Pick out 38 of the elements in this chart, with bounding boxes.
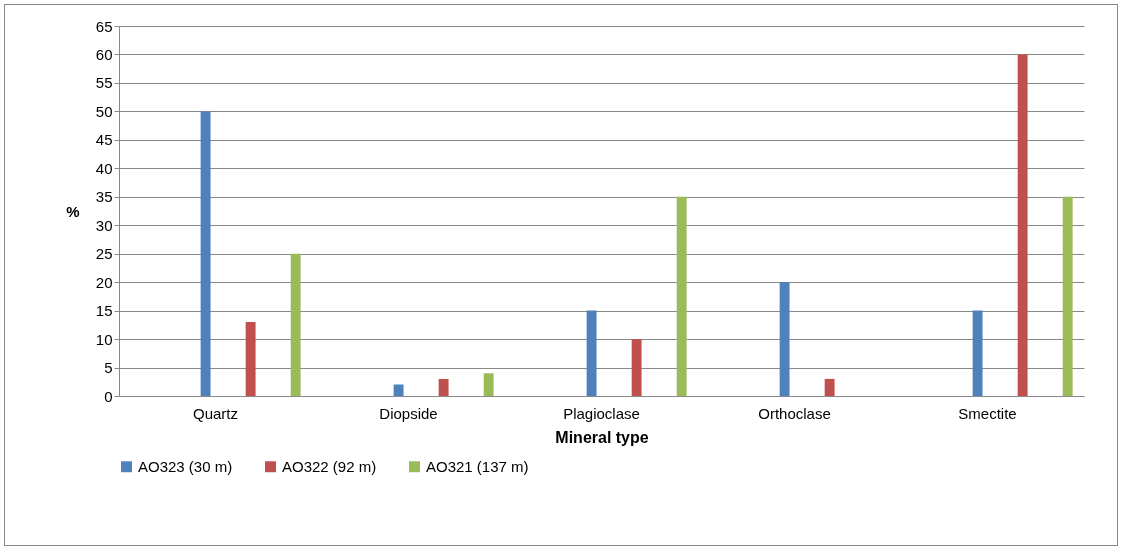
y-tick-label: 25 [95,245,113,263]
y-tick-label: 30 [95,216,113,234]
x-tick-label: Diopside [379,404,438,422]
y-tick-label: 45 [95,131,113,149]
bar [824,378,835,396]
bar [483,373,494,396]
bar [631,339,642,396]
y-tick-label: 40 [95,159,113,177]
legend-label: AO323 (30 m) [138,457,233,475]
y-tick-label: 60 [95,45,113,63]
bar [245,322,256,396]
bar [290,253,301,396]
y-tick-label: 10 [95,330,113,348]
bar [1062,196,1073,396]
bar [676,196,687,396]
y-tick-label: 20 [95,273,113,291]
x-tick-label: Quartz [192,404,239,422]
y-axis-title: % [66,202,80,220]
x-axis-title: Mineral type [555,428,649,446]
bar [1017,54,1028,396]
y-tick-label: 35 [95,188,113,206]
y-tick-label: 50 [95,102,113,120]
y-tick-label: 15 [95,302,113,320]
y-tick-label: 0 [104,387,113,405]
x-tick-label: Smectite [958,404,1017,422]
x-tick-label: Orthoclase [758,404,831,422]
bar [200,111,211,396]
bar [393,384,404,396]
y-tick-label: 55 [95,74,113,92]
bar [779,282,790,396]
bar [438,378,449,396]
bar [586,310,597,396]
y-tick-label: 5 [104,359,113,377]
legend-label: AO322 (92 m) [282,457,377,475]
x-tick-label: Plagioclase [563,404,640,422]
bar [972,310,983,396]
y-tick-label: 65 [95,17,113,35]
legend-label: AO321 (137 m) [426,457,529,475]
